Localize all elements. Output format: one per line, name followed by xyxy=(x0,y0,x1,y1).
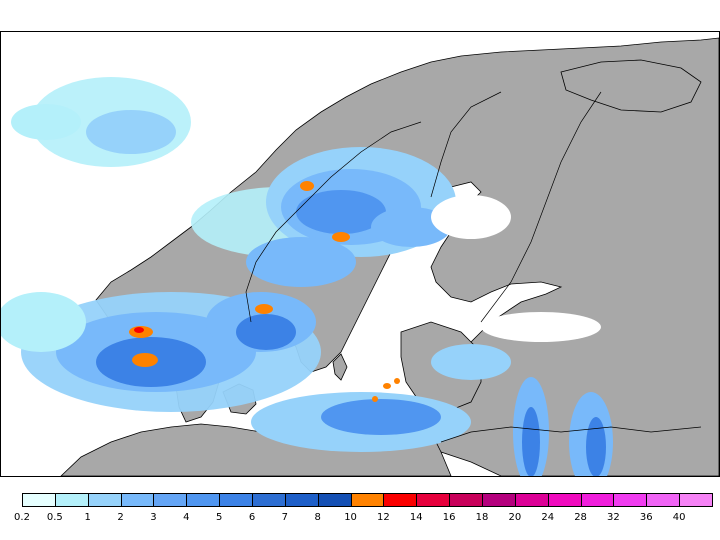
border-finland-russia xyxy=(480,91,602,323)
legend-swatch xyxy=(613,493,648,507)
precip-cell-high xyxy=(134,327,144,333)
legend-swatch xyxy=(449,493,483,507)
legend-label: 20 xyxy=(508,512,522,523)
legend-swatch xyxy=(87,493,122,507)
precip-cell-high xyxy=(300,181,314,191)
legend-swatch xyxy=(284,493,319,507)
legend-swatch xyxy=(580,493,615,507)
legend-label: 8 xyxy=(314,512,321,523)
legend-label: 6 xyxy=(248,512,256,523)
precip-layer xyxy=(1,77,613,476)
color-scale-legend xyxy=(22,493,713,509)
legend-swatch xyxy=(482,493,516,507)
legend-swatch xyxy=(54,493,89,507)
precip-cell-high xyxy=(394,378,400,384)
legend-label: 40 xyxy=(672,512,686,523)
legend-label: 0.2 xyxy=(14,512,30,523)
legend-swatch xyxy=(547,493,582,507)
precip-area xyxy=(481,312,601,342)
precip-cell-high xyxy=(372,396,378,402)
legend-label: 2 xyxy=(117,512,124,523)
legend-label: 10 xyxy=(344,512,357,523)
legend-swatch xyxy=(514,493,549,507)
precip-cell-high xyxy=(383,383,391,389)
legend-label: 7 xyxy=(281,512,289,523)
legend-swatch xyxy=(317,493,352,507)
legend-label: 5 xyxy=(215,512,223,523)
precip-cell-high xyxy=(132,353,158,367)
precip-area xyxy=(1,292,86,352)
precip-cell-high xyxy=(255,304,273,314)
legend-swatch xyxy=(646,493,681,507)
precip-area xyxy=(586,417,606,476)
border-sweden-finland xyxy=(430,91,502,198)
legend-label: 28 xyxy=(574,512,587,523)
precip-area xyxy=(321,399,441,435)
precip-area xyxy=(86,110,176,154)
legend-swatch xyxy=(383,493,418,507)
precip-area xyxy=(522,407,540,476)
legend-swatch xyxy=(350,493,385,507)
legend-label: 4 xyxy=(183,512,190,523)
legend-label: 12 xyxy=(377,512,390,523)
precip-area xyxy=(296,190,386,234)
legend-label: 32 xyxy=(607,512,620,523)
legend-swatch xyxy=(219,493,253,507)
precip-area xyxy=(236,314,296,350)
legend-label: 16 xyxy=(442,512,456,523)
border-south xyxy=(440,426,702,443)
legend-label: 24 xyxy=(541,512,555,523)
legend-swatch xyxy=(22,493,56,507)
border-norway-sweden xyxy=(245,121,422,323)
legend-swatch xyxy=(153,493,188,507)
precip-area xyxy=(246,237,356,287)
legend-swatch xyxy=(679,493,713,507)
legend-swatch xyxy=(186,493,221,507)
legend-label: 3 xyxy=(150,512,157,523)
land-gotland xyxy=(332,353,348,381)
legend-label: 0.5 xyxy=(46,512,63,523)
precip-area xyxy=(431,344,511,380)
precip-area xyxy=(431,195,511,239)
legend-swatch xyxy=(252,493,286,507)
legend-label: 18 xyxy=(475,512,489,523)
border-lines xyxy=(245,91,702,443)
precipitation-map xyxy=(0,31,720,477)
legend-swatch xyxy=(416,493,451,507)
map-canvas xyxy=(1,37,719,476)
legend-swatch xyxy=(120,493,155,507)
precip-cell-high xyxy=(332,232,350,242)
legend-label: 14 xyxy=(409,512,423,523)
legend-label: 1 xyxy=(84,512,91,523)
legend-label: 36 xyxy=(639,512,653,523)
precip-area xyxy=(11,104,81,140)
